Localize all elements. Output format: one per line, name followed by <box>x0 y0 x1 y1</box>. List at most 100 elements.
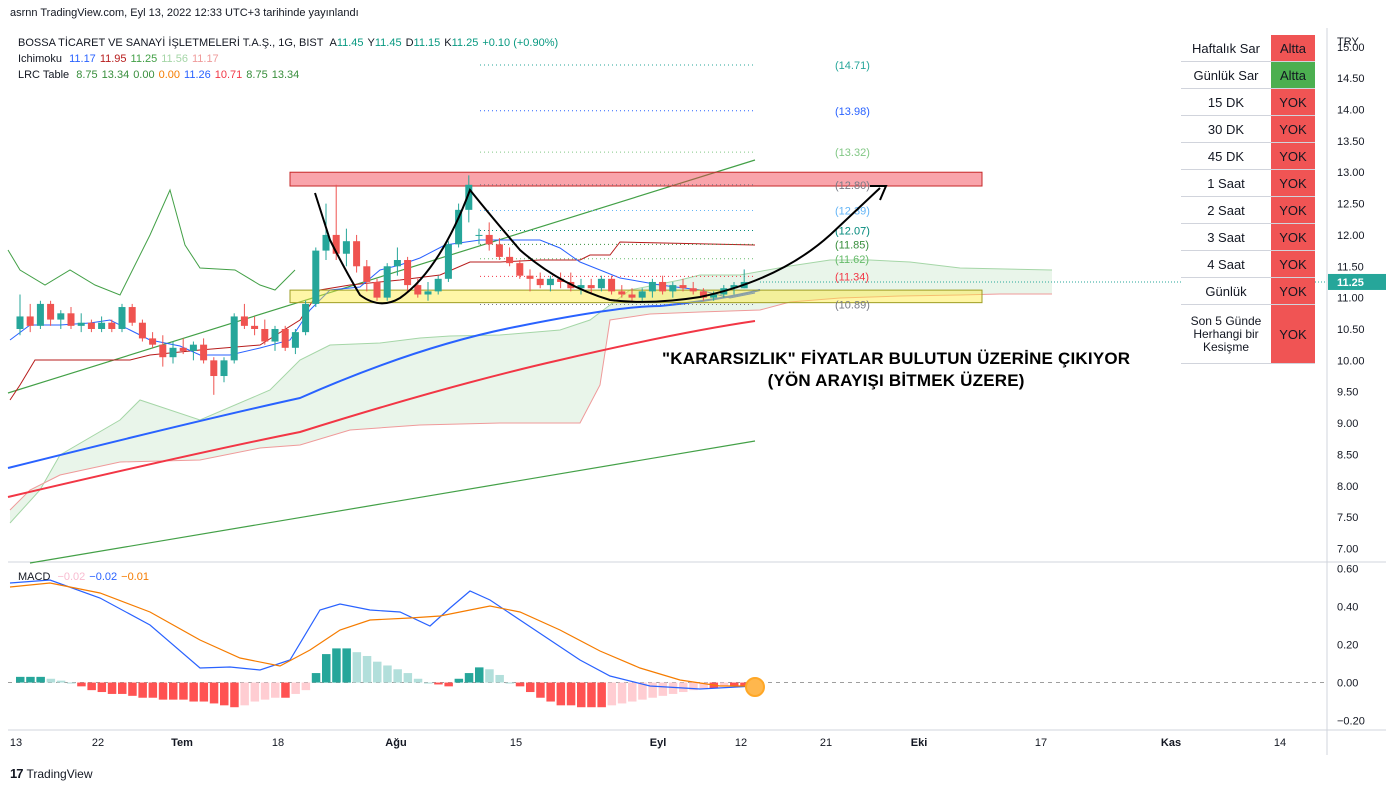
macd-histogram-bar <box>546 682 555 702</box>
candle-body[interactable] <box>332 234 340 254</box>
candle-body[interactable] <box>36 303 44 326</box>
candle-body[interactable] <box>495 244 503 257</box>
candle-body[interactable] <box>669 285 677 292</box>
price-tick-label: 10.00 <box>1337 355 1365 367</box>
candle-body[interactable] <box>189 344 197 351</box>
candle-body[interactable] <box>546 278 554 286</box>
macd-histogram-bar <box>56 680 66 683</box>
symbol-name[interactable]: BOSSA TİCARET VE SANAYİ İŞLETMELERİ T.A.… <box>18 37 324 49</box>
price-tick-label: 12.50 <box>1337 199 1365 211</box>
candle-body[interactable] <box>526 275 534 279</box>
macd-crossover-marker[interactable] <box>745 677 765 697</box>
macd-histogram-bar <box>413 678 423 683</box>
time-tick-label: Eyl <box>650 737 667 749</box>
candle-body[interactable] <box>475 234 483 236</box>
candle-body[interactable] <box>200 344 208 361</box>
candle-body[interactable] <box>26 316 34 326</box>
candle-body[interactable] <box>251 325 259 329</box>
candle-body[interactable] <box>699 291 707 298</box>
candle-body[interactable] <box>424 291 432 295</box>
candle-body[interactable] <box>230 316 238 361</box>
candle-body[interactable] <box>77 322 85 326</box>
candle-body[interactable] <box>47 303 55 320</box>
price-tick-label: 13.00 <box>1337 167 1365 179</box>
candle-body[interactable] <box>240 316 248 326</box>
candle-body[interactable] <box>169 347 177 358</box>
candle-body[interactable] <box>516 263 524 276</box>
macd-histogram-bar <box>648 682 657 698</box>
candle-body[interactable] <box>536 278 544 286</box>
candle-body[interactable] <box>414 285 422 295</box>
candle-body[interactable] <box>485 234 493 245</box>
candle-body[interactable] <box>322 234 330 251</box>
ichimoku-value: 11.95 <box>99 53 127 65</box>
candle-body[interactable] <box>271 328 279 342</box>
candle-body[interactable] <box>628 294 636 298</box>
resistance-zone[interactable] <box>289 171 983 187</box>
candle-body[interactable] <box>118 307 126 329</box>
macd-line-value: −0.02 <box>89 571 118 583</box>
candle-body[interactable] <box>587 285 595 289</box>
candle-body[interactable] <box>383 266 391 298</box>
candle-body[interactable] <box>312 250 320 304</box>
candle-body[interactable] <box>679 285 687 289</box>
candle-body[interactable] <box>597 278 605 289</box>
candle-body[interactable] <box>363 266 371 282</box>
macd-tick-label: 0.00 <box>1337 678 1358 690</box>
candle-body[interactable] <box>16 316 24 329</box>
time-tick-label: Eki <box>911 737 928 749</box>
candle-body[interactable] <box>434 278 442 292</box>
macd-histogram-bar <box>668 682 678 694</box>
candle-body[interactable] <box>393 260 401 267</box>
macd-histogram-bar <box>26 676 35 683</box>
ichimoku-legend[interactable]: Ichimoku 11.17 11.95 11.25 11.56 11.17 <box>18 53 219 65</box>
candle-body[interactable] <box>618 291 626 295</box>
candle-body[interactable] <box>608 278 616 292</box>
tradingview-logo[interactable]: 17 TradingView <box>10 766 93 781</box>
lrc-value: 0.00 <box>158 69 181 81</box>
candle-body[interactable] <box>710 294 718 298</box>
candle-body[interactable] <box>98 322 106 329</box>
lrc-legend[interactable]: LRC Table 8.75 13.34 0.00 0.00 11.26 10.71 8.7… <box>18 69 300 81</box>
candle-body[interactable] <box>128 307 136 323</box>
candle-body[interactable] <box>404 260 412 286</box>
candle-body[interactable] <box>342 241 350 254</box>
candle-body[interactable] <box>57 313 65 320</box>
candle-body[interactable] <box>67 313 75 326</box>
signal-value: YOK <box>1271 250 1315 278</box>
candle-body[interactable] <box>210 360 218 377</box>
candle-body[interactable] <box>302 303 310 333</box>
signal-row: 2 Saat YOK <box>1181 196 1315 224</box>
candle-body[interactable] <box>220 360 228 377</box>
candle-body[interactable] <box>373 281 381 298</box>
candle-body[interactable] <box>659 281 667 292</box>
lrc-value: 10.71 <box>214 69 243 81</box>
macd-histogram-bar <box>536 682 545 698</box>
candle-body[interactable] <box>291 332 299 348</box>
candle-body[interactable] <box>108 322 116 329</box>
candle-body[interactable] <box>465 184 473 210</box>
candle-body[interactable] <box>730 285 738 289</box>
signal-label: 2 Saat <box>1181 196 1271 224</box>
candle-body[interactable] <box>638 291 646 298</box>
candle-body[interactable] <box>648 281 656 292</box>
candle-body[interactable] <box>444 244 452 279</box>
candle-body[interactable] <box>577 285 585 289</box>
candle-body[interactable] <box>455 209 463 245</box>
price-tick-label: 11.00 <box>1337 293 1364 305</box>
candle-body[interactable] <box>179 347 187 351</box>
candle-body[interactable] <box>689 288 697 292</box>
macd-histogram-bar <box>495 674 504 683</box>
candle-body[interactable] <box>149 338 157 345</box>
candle-body[interactable] <box>138 322 146 339</box>
candle-body[interactable] <box>557 278 565 282</box>
candle-body[interactable] <box>261 328 269 342</box>
candle-body[interactable] <box>281 328 289 348</box>
candle-body[interactable] <box>506 256 514 264</box>
macd-legend[interactable]: MACD −0.02 −0.02 −0.01 <box>18 571 149 583</box>
ichimoku-kijun <box>9 241 756 401</box>
candle-body[interactable] <box>159 344 167 358</box>
candle-body[interactable] <box>353 241 361 267</box>
candle-body[interactable] <box>87 322 95 329</box>
